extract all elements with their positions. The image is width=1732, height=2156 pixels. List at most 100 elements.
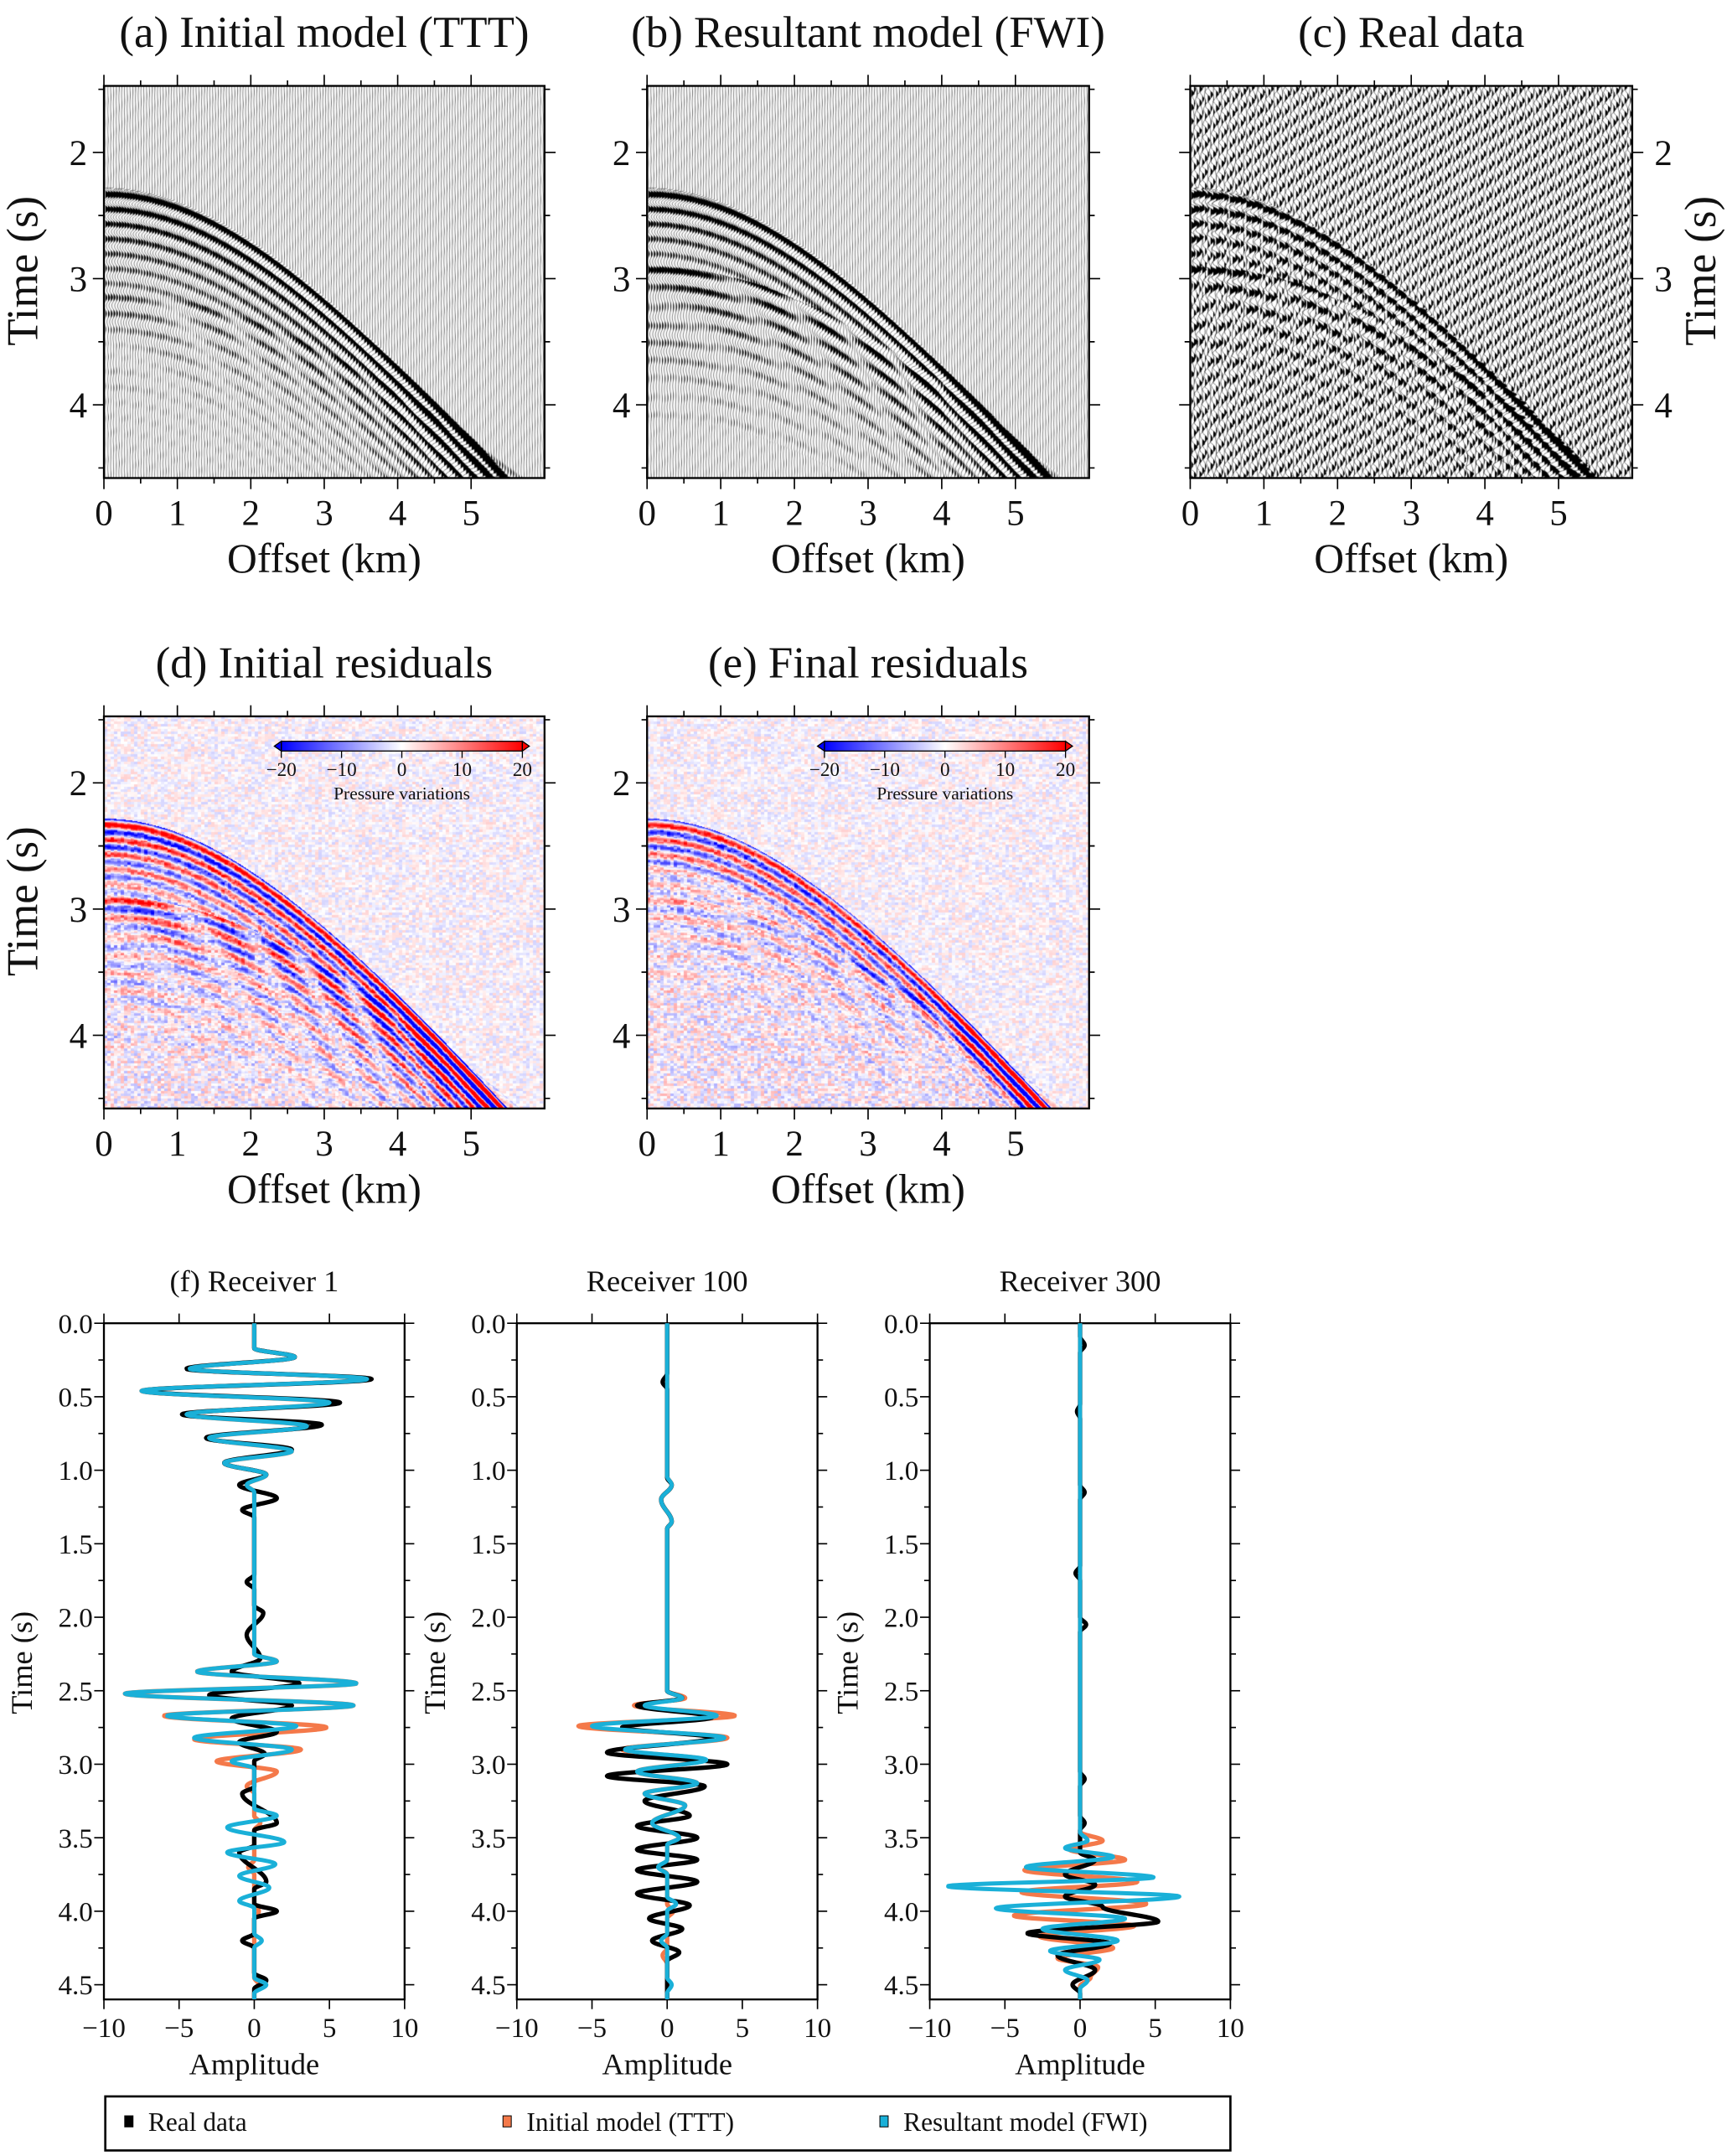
colorbar-tick-label: −10: [870, 759, 900, 781]
x-tick-label: 3: [1402, 494, 1420, 534]
y-tick-label: 0.0: [884, 1310, 918, 1340]
y-tick-label: 1.0: [58, 1456, 92, 1486]
x-tick-label: −5: [990, 2014, 1020, 2044]
panel-title: (c) Real data: [1298, 8, 1524, 57]
panel-d: [92, 705, 556, 1120]
y-tick-label: 3: [70, 260, 87, 299]
x-tick-label: 0: [660, 2014, 675, 2044]
panel-title: (f) Receiver 1: [169, 1264, 339, 1298]
colorbar-min-arrow: [273, 740, 282, 752]
colorbar-tick-label: −20: [266, 759, 297, 781]
colorbar-tick-label: 0: [397, 759, 407, 781]
x-tick-label: 2: [1329, 494, 1347, 534]
x-tick-label: 0: [95, 1125, 113, 1164]
x-tick-label: 4: [389, 494, 407, 534]
panel-title: Receiver 300: [1000, 1264, 1161, 1298]
y-tick-label: 0.0: [471, 1310, 505, 1340]
colorbar-tick-label: 0: [940, 759, 950, 781]
x-axis-label: Amplitude: [189, 2047, 320, 2081]
x-axis-label: Offset (km): [771, 1166, 965, 1212]
x-tick-label: 3: [315, 1125, 333, 1164]
colorbar: [824, 741, 1067, 752]
y-tick-label: 4: [70, 1016, 87, 1056]
x-tick-label: 5: [462, 494, 480, 534]
panel-b-image: [647, 85, 1089, 478]
legend-swatch: [502, 2115, 512, 2128]
x-tick-label: 0: [1181, 494, 1200, 534]
x-tick-label: 5: [1006, 494, 1025, 534]
series-line-resultant-model-fwi-: [590, 1323, 726, 2000]
x-tick-label: 2: [242, 1125, 260, 1164]
y-tick-label: 3: [613, 891, 631, 930]
trace-panel-f1: [94, 1313, 415, 2009]
y-tick-label: 4.0: [884, 1897, 918, 1927]
y-axis-label: Time (s): [0, 826, 48, 976]
x-tick-label: 1: [168, 1125, 187, 1164]
panel-a-image: [104, 85, 545, 478]
panel-c-image: [1190, 85, 1632, 478]
y-tick-label: 1.5: [471, 1530, 505, 1560]
colorbar-tick-label: 10: [452, 759, 472, 781]
y-tick-label: 2.5: [58, 1677, 92, 1707]
y-axis-label: Time (s): [5, 1611, 39, 1714]
y-tick-label: 4: [613, 1016, 631, 1056]
panel-d-image: [104, 716, 545, 1109]
x-tick-label: −10: [908, 2014, 952, 2044]
y-tick-label: 4: [70, 386, 87, 426]
y-tick-label: 0.5: [471, 1383, 505, 1413]
y-tick-label: 3.5: [884, 1824, 918, 1854]
x-tick-label: −10: [495, 2014, 539, 2044]
x-tick-label: 0: [638, 1125, 656, 1164]
colorbar-label: Pressure variations: [333, 783, 470, 804]
x-tick-label: 5: [323, 2014, 337, 2044]
y-axis-label: Time (s): [0, 196, 48, 346]
y-tick-label: 4: [613, 386, 631, 426]
x-axis-label: Offset (km): [771, 535, 965, 582]
y-tick-label: 3: [613, 260, 631, 299]
panel-title: Receiver 100: [587, 1264, 748, 1298]
panel-frame: [646, 85, 1090, 479]
x-tick-label: 4: [933, 494, 951, 534]
panel-e-image: [647, 716, 1089, 1109]
y-tick-label: 4.5: [884, 1971, 918, 2001]
colorbar-tick-label: −20: [809, 759, 840, 781]
colorbar-label: Pressure variations: [876, 783, 1013, 804]
y-tick-label: 1.5: [58, 1530, 92, 1560]
colorbar: [281, 741, 524, 752]
x-axis-label: Amplitude: [602, 2047, 732, 2081]
y-tick-label: 4.5: [471, 1971, 505, 2001]
panel-title: (a) Initial model (TTT): [119, 8, 529, 57]
x-tick-label: 5: [1148, 2014, 1162, 2044]
y-tick-label: 2: [613, 764, 631, 804]
x-tick-label: 5: [1006, 1125, 1025, 1164]
x-tick-label: 2: [785, 494, 804, 534]
legend-swatch: [879, 2115, 889, 2128]
y-tick-label: 3: [70, 891, 87, 930]
y-tick-label: 3: [1654, 260, 1673, 299]
x-tick-label: 10: [390, 2014, 418, 2044]
y-tick-label: 0.0: [58, 1310, 92, 1340]
x-tick-label: 10: [804, 2014, 831, 2044]
x-tick-label: 3: [315, 494, 333, 534]
x-tick-label: 2: [242, 494, 260, 534]
panel-e: [636, 705, 1100, 1120]
y-tick-label: 4.5: [58, 1971, 92, 2001]
x-tick-label: 1: [168, 494, 187, 534]
x-tick-label: 0: [95, 494, 113, 534]
y-tick-label: 1.5: [884, 1530, 918, 1560]
y-tick-label: 3.0: [471, 1750, 505, 1781]
x-tick-label: 3: [859, 1125, 877, 1164]
y-axis-label: Time (s): [418, 1611, 452, 1714]
panel-title: (b) Resultant model (FWI): [631, 8, 1105, 57]
series-line-resultant-model-fwi-: [946, 1323, 1181, 2000]
x-tick-label: 5: [462, 1125, 480, 1164]
y-tick-label: 2: [1654, 134, 1673, 173]
y-tick-label: 1.0: [884, 1456, 918, 1486]
colorbar-max-arrow: [1064, 740, 1074, 752]
x-tick-label: 0: [1073, 2014, 1088, 2044]
y-tick-label: 0.5: [884, 1383, 918, 1413]
y-tick-label: 2: [70, 134, 87, 173]
x-tick-label: 1: [711, 1125, 730, 1164]
y-axis-label: Time (s): [1677, 196, 1725, 346]
